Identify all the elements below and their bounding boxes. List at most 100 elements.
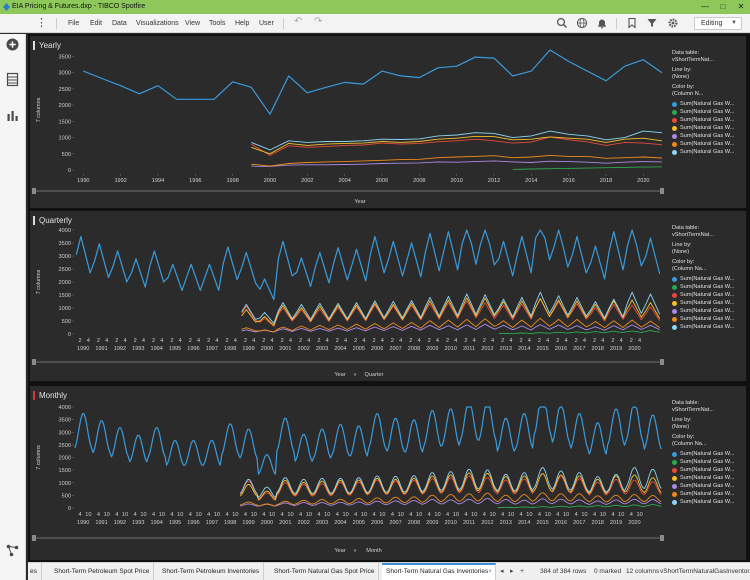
x-range-slider-handle-right[interactable] (660, 188, 664, 194)
series-line[interactable] (251, 135, 663, 155)
series-line[interactable] (251, 136, 663, 156)
tab-scroll-right-icon[interactable]: ▸ (510, 568, 514, 575)
tab-natural-gas-inventories[interactable]: Short-Term Natural Gas Inventories × (382, 563, 496, 580)
series-line[interactable] (83, 49, 663, 115)
legend-series-item[interactable]: Sum(Natural Gas W... (672, 149, 742, 157)
redo-icon[interactable]: ↷ (314, 16, 323, 27)
menu-visualizations[interactable]: Visualizations (136, 20, 179, 27)
series-line[interactable] (251, 160, 663, 167)
series-line[interactable] (497, 504, 662, 509)
bookmark-icon[interactable] (626, 17, 638, 29)
series-line[interactable] (239, 467, 662, 498)
menu-tools[interactable]: Tools (209, 20, 226, 27)
legend-series-item[interactable]: Sum(Natural Gas W... (672, 475, 742, 483)
tab-petroleum-spot-price[interactable]: Short-Term Petroleum Spot Price (50, 563, 155, 580)
legend-data-table-value[interactable]: vShortTermNat... (672, 407, 714, 413)
more-menu-icon[interactable]: ⋮ (36, 17, 47, 29)
series-line[interactable] (251, 130, 663, 151)
tab-natural-gas-spot-price[interactable]: Short-Term Natural Gas Spot Price (270, 563, 380, 580)
add-icon[interactable] (5, 37, 20, 52)
legend-series-item[interactable]: Sum(Natural Gas W... (672, 451, 742, 459)
legend-series-item[interactable]: Sum(Natural Gas W... (672, 459, 742, 467)
legend-series-item[interactable]: Sum(Natural Gas W... (672, 316, 742, 324)
series-line[interactable] (239, 492, 662, 507)
x-range-slider-handle-left[interactable] (32, 188, 36, 194)
series-line[interactable] (239, 472, 662, 500)
network-icon[interactable] (5, 543, 20, 558)
yearly-line-chart[interactable]: 0 500 1000 1500 2000 2500 3000 3500 7 columns 199… (30, 36, 746, 208)
legend-series-item[interactable]: Sum(Natural Gas W... (672, 101, 742, 109)
menu-view[interactable]: View (185, 20, 201, 27)
close-window-button[interactable]: ✕ (737, 2, 745, 11)
bar-chart-icon[interactable] (5, 108, 20, 123)
legend-series-item[interactable]: Sum(Natural Gas W... (672, 491, 742, 499)
x-tick-label: 2008 (408, 520, 420, 526)
legend-series-item[interactable]: Sum(Natural Gas W... (672, 292, 742, 300)
series-line[interactable] (498, 330, 660, 335)
legend-series-item[interactable]: Sum(Natural Gas W... (672, 117, 742, 125)
maximize-button[interactable]: □ (720, 2, 726, 11)
notifications-bell-icon[interactable] (596, 17, 608, 29)
menu-data[interactable]: Data (112, 20, 127, 27)
legend-line-by-value[interactable]: (None) (672, 74, 690, 80)
legend-data-table-value[interactable]: vShortTermNat... (672, 57, 714, 63)
close-tab-icon[interactable]: × (488, 568, 492, 575)
tab-petroleum-inventories[interactable]: Short-Term Petroleum Inventories (158, 563, 265, 580)
x-tick-label: 2016 (562, 178, 574, 184)
y-tick-label: 1000 (59, 481, 71, 487)
legend-series-item[interactable]: Sum(Natural Gas W... (672, 109, 742, 117)
filter-icon[interactable] (646, 17, 658, 29)
monthly-line-chart[interactable]: 0 500 1000 1500 2000 2500 3000 3500 4000 7 column… (30, 386, 746, 560)
series-line[interactable] (241, 298, 661, 327)
series-line[interactable] (512, 166, 663, 170)
legend-series-item[interactable]: Sum(Natural Gas W... (672, 133, 742, 141)
add-page-icon[interactable]: + (520, 568, 525, 575)
legend-series-item[interactable]: Sum(Natural Gas W... (672, 308, 742, 316)
mode-select[interactable]: Editing ▼ (694, 17, 742, 30)
legend-series-item[interactable]: Sum(Natural Gas W... (672, 284, 742, 292)
series-line[interactable] (241, 291, 661, 324)
search-icon[interactable] (556, 17, 568, 29)
series-line[interactable] (251, 154, 663, 167)
legend-series-item[interactable]: Sum(Natural Gas W... (672, 483, 742, 491)
x-range-slider-handle-right[interactable] (660, 359, 664, 365)
series-line[interactable] (240, 498, 662, 507)
legend-series-item[interactable]: Sum(Natural Gas W... (672, 276, 742, 284)
data-table-icon[interactable] (5, 72, 20, 87)
legend-series-item[interactable]: Sum(Natural Gas W... (672, 324, 742, 332)
undo-icon[interactable]: ↶ (294, 16, 303, 27)
series-line[interactable] (74, 406, 662, 475)
legend-series-item[interactable]: Sum(Natural Gas W... (672, 300, 742, 308)
x-range-slider-handle-right[interactable] (660, 535, 664, 541)
legend-series-item[interactable]: Sum(Natural Gas W... (672, 499, 742, 507)
x-tick-label: 1999 (242, 346, 254, 352)
tab-truncated[interactable]: es (28, 563, 42, 580)
legend-color-by-value[interactable]: (Column N... (672, 91, 704, 97)
tab-scroll-left-icon[interactable]: ◂ (500, 568, 504, 575)
menu-help[interactable]: Help (235, 20, 250, 27)
x-range-slider-handle-left[interactable] (32, 359, 36, 365)
series-line[interactable] (239, 473, 662, 501)
legend-color-by-label: Color by: (672, 259, 695, 265)
menu-file[interactable]: File (68, 20, 80, 27)
globe-icon[interactable] (576, 17, 588, 29)
legend-data-table-value[interactable]: vShortTermNat... (672, 232, 714, 238)
quarterly-line-chart[interactable]: 0 500 1000 1500 2000 2500 3000 3500 4000 7 column… (30, 211, 746, 381)
menu-user[interactable]: User (259, 20, 274, 27)
series-line[interactable] (241, 317, 660, 333)
series-line[interactable] (241, 297, 661, 326)
legend-series-item[interactable]: Sum(Natural Gas W... (672, 141, 742, 149)
legend-series-item[interactable]: Sum(Natural Gas W... (672, 467, 742, 475)
legend-series-item[interactable]: Sum(Natural Gas W... (672, 125, 742, 133)
menu-edit[interactable]: Edit (90, 20, 103, 27)
legend-line-by-value[interactable]: (None) (672, 424, 690, 430)
legend-color-by-value[interactable]: (Column Na... (672, 441, 707, 447)
series-line[interactable] (75, 229, 661, 301)
settings-gear-icon[interactable] (667, 17, 679, 29)
x-range-slider-handle-left[interactable] (32, 535, 36, 541)
legend-color-by-value[interactable]: (Column Na... (672, 266, 707, 272)
minimize-button[interactable]: — (701, 2, 709, 11)
legend-data-table-label: Data table: (672, 50, 700, 56)
series-line[interactable] (241, 323, 660, 333)
legend-line-by-value[interactable]: (None) (672, 249, 690, 255)
